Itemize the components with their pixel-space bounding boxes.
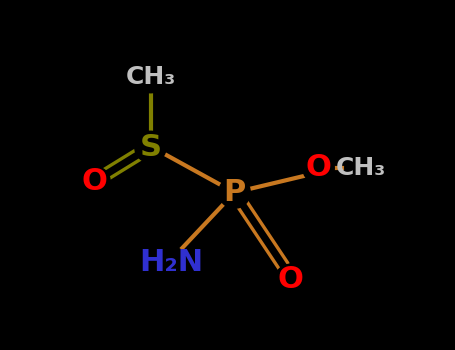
Circle shape — [219, 177, 250, 208]
Circle shape — [303, 152, 334, 184]
Circle shape — [156, 247, 187, 278]
Text: O: O — [81, 168, 107, 196]
Circle shape — [79, 166, 110, 198]
Circle shape — [275, 264, 306, 296]
Text: P: P — [223, 178, 246, 207]
Text: CH₃: CH₃ — [126, 65, 176, 89]
Text: S: S — [140, 133, 162, 161]
Text: O: O — [306, 154, 331, 182]
Text: O: O — [278, 266, 303, 294]
Circle shape — [135, 61, 166, 93]
Circle shape — [135, 131, 166, 163]
Text: CH₃: CH₃ — [335, 156, 386, 180]
Circle shape — [345, 152, 376, 184]
Text: H₂N: H₂N — [139, 248, 203, 277]
